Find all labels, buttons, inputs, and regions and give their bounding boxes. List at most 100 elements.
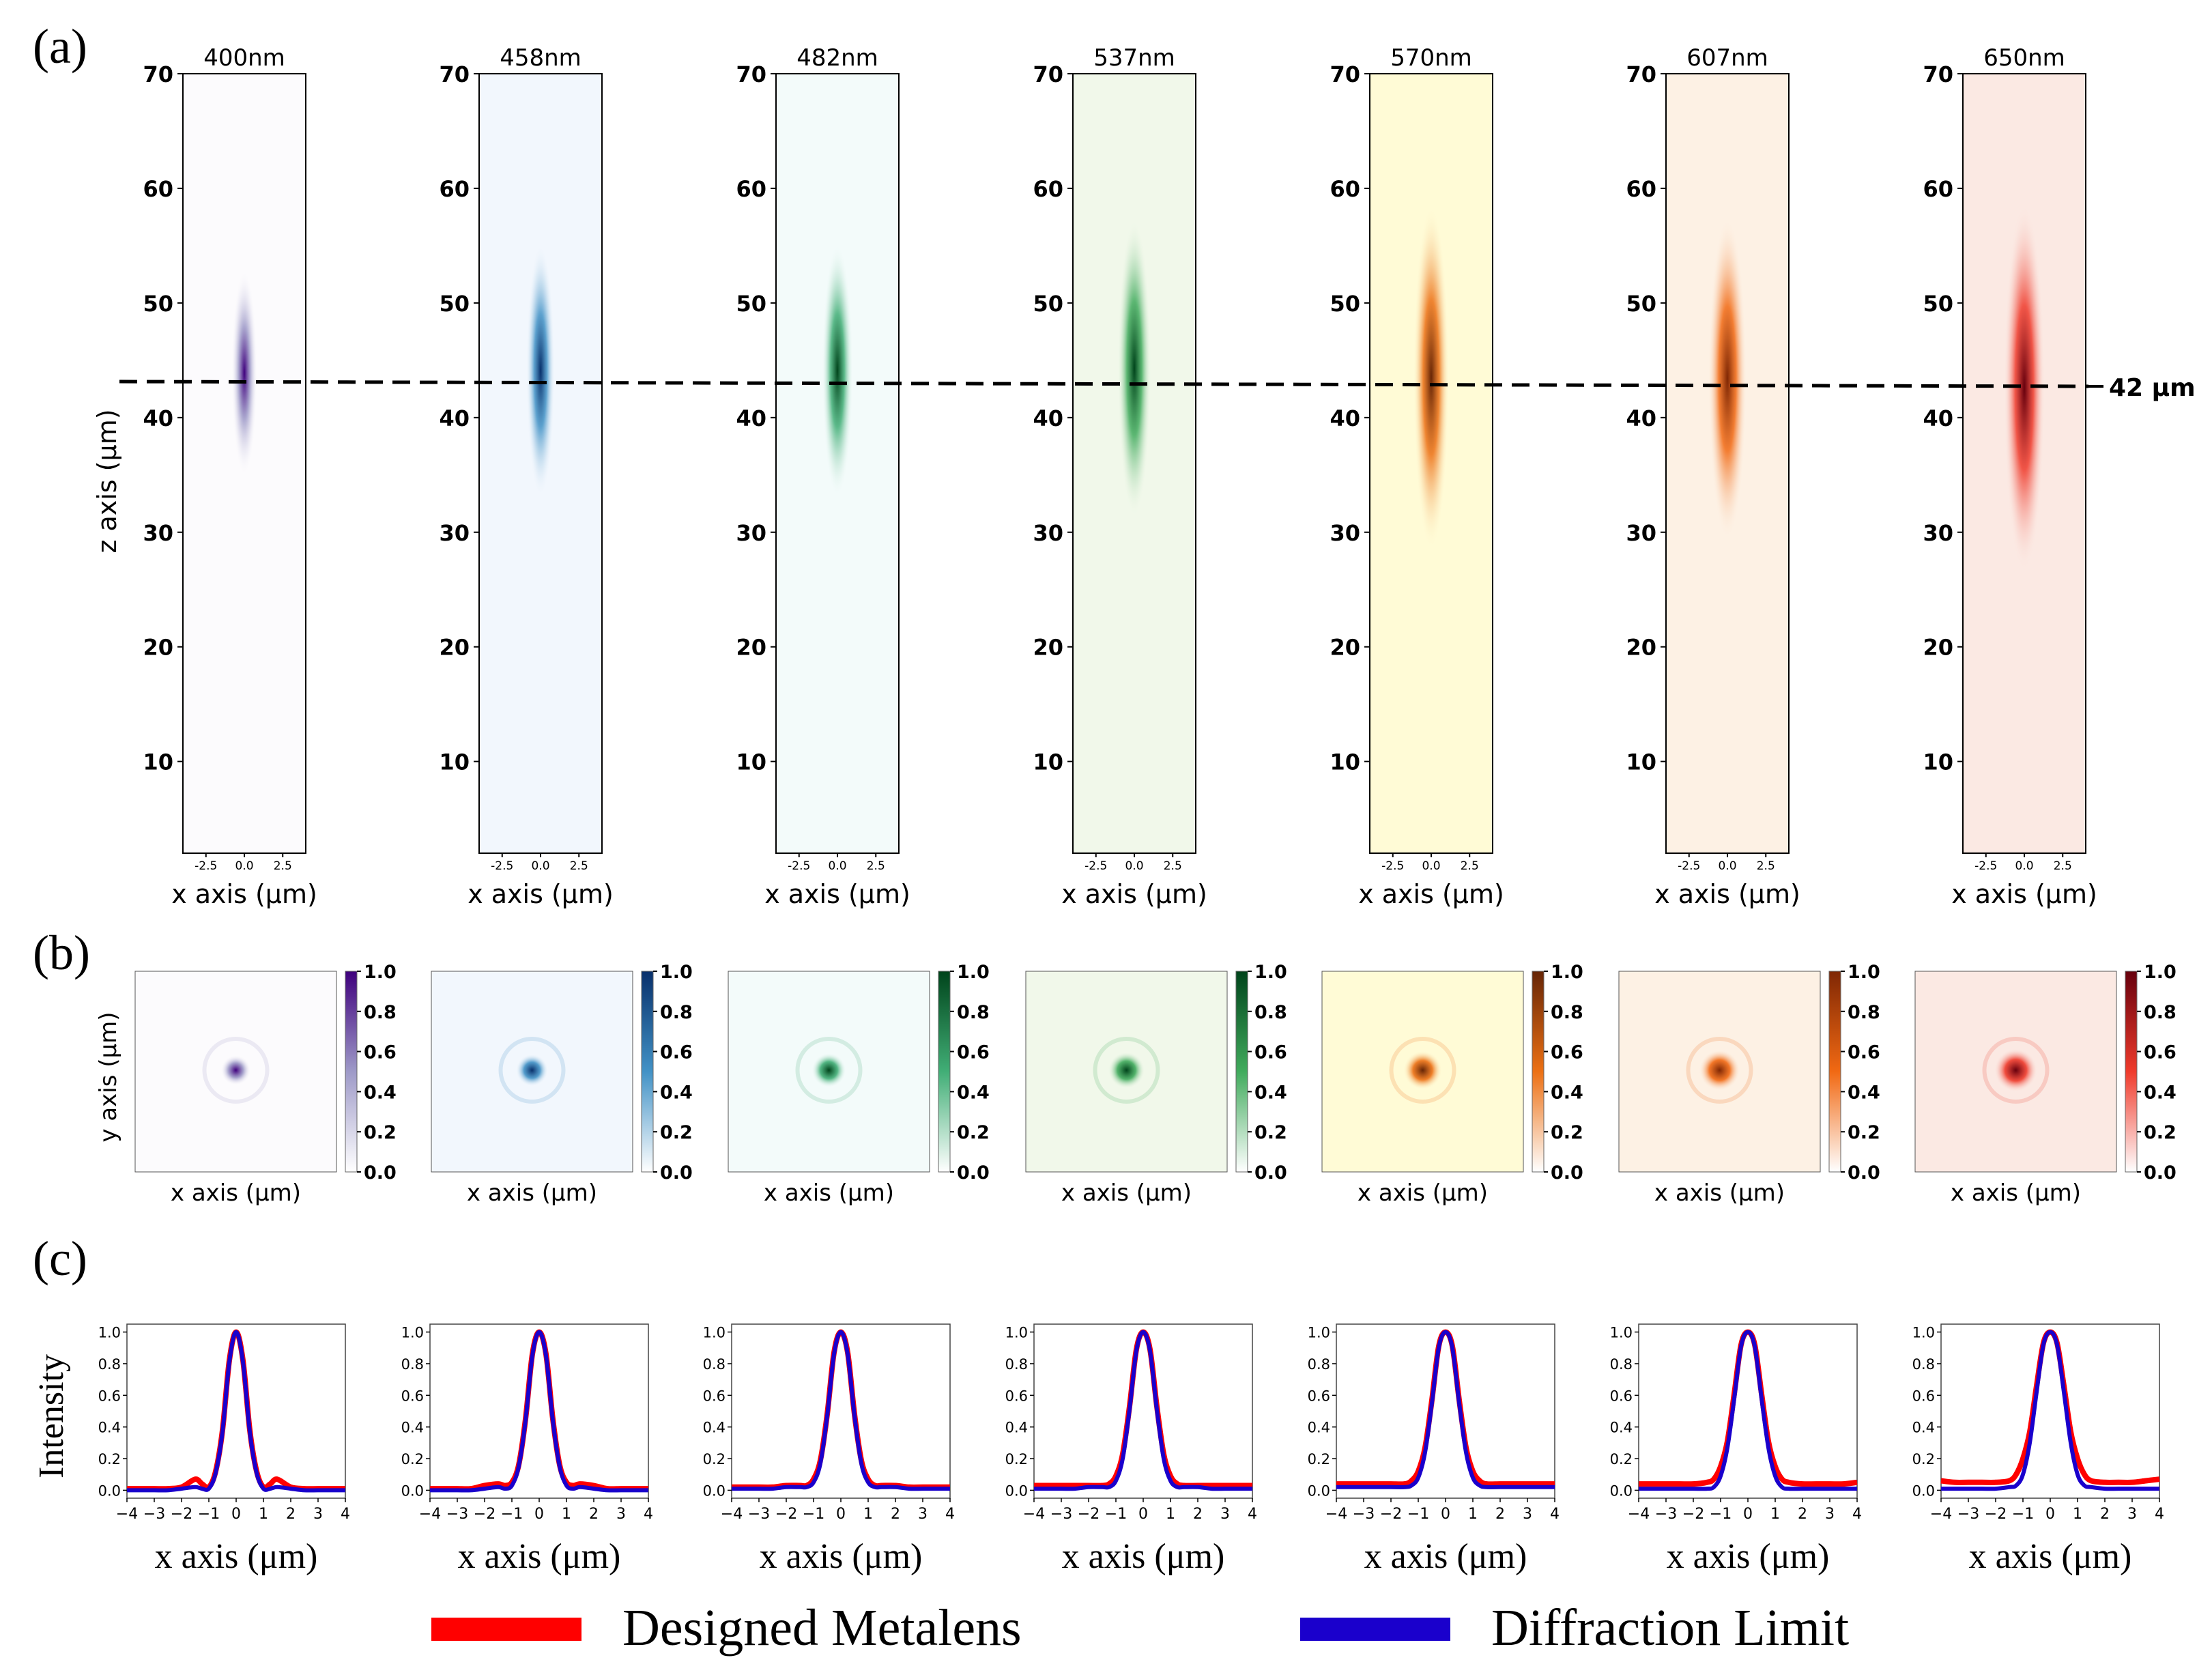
panel-a-ytick-label: 70: [736, 61, 766, 87]
legend-label-diffraction-limit: Diffraction Limit: [1491, 1599, 1849, 1657]
panel-c-ytick-label: 0.2: [98, 1451, 121, 1467]
panel-a-ytick-label: 70: [1923, 61, 1953, 87]
panel-a-ytick-label: 40: [1626, 405, 1656, 431]
panel-b-airy-ring: [1389, 1037, 1456, 1104]
panel-c-xtick-label: 1: [1166, 1506, 1175, 1523]
panel-c-series-diffraction-limit: [1034, 1330, 1252, 1491]
panel-a-xtick-label: 0.0: [1718, 859, 1736, 873]
panel-b-ylabel: y axis (μm): [95, 1012, 122, 1142]
panel-a-xlabel: x axis (μm): [171, 879, 317, 909]
panel-b-xlabel: x axis (μm): [1951, 1179, 2081, 1207]
panel-b-colorbar-tick-label: 1.0: [1254, 962, 1287, 983]
panel-a-ytick-label: 10: [1626, 749, 1656, 775]
panel-c-ytick-label: 0.8: [1308, 1356, 1330, 1373]
panel-a-ylabel: z axis (μm): [92, 409, 122, 553]
panel-c-plot-5: 0.0 0.2 0.4 0.6 0.8 1.0 −4 −3 −2 −1 0 1 2 3 4 x axis (μ…: [1610, 1323, 1862, 1576]
panel-a-xtick-label: 2.5: [274, 859, 292, 873]
panel-c-ytick-label: 0.0: [1912, 1482, 1935, 1499]
panel-c-xtick-label: 1: [1468, 1506, 1478, 1523]
panel-b-colorbar: [345, 971, 358, 1173]
panel-c-xtick-label: 3: [918, 1506, 928, 1523]
panel-c-xtick-label: −1: [1105, 1506, 1127, 1523]
panel-b-colorbar-tick-label: 0.0: [2144, 1162, 2177, 1184]
panel-a-ytick-label: 60: [143, 176, 173, 202]
panel-c-ytick-label: 1.0: [703, 1325, 726, 1341]
legend-swatch-designed-metalens: [431, 1618, 581, 1641]
panel-c-ytick-label: 0.2: [1308, 1451, 1330, 1467]
panel-c-ytick-label: 0.0: [401, 1482, 424, 1499]
panel-c-xtick-label: 1: [562, 1506, 571, 1523]
panel-b-colorbar-tick-label: 0.6: [957, 1042, 990, 1063]
panel-a-ytick-label: 60: [1033, 176, 1063, 202]
panel-c-ytick-label: 0.8: [1005, 1356, 1028, 1373]
panel-c-plot-3: 0.0 0.2 0.4 0.6 0.8 1.0 −4 −3 −2 −1 0 1 2 3 4 x axis (μ…: [1005, 1323, 1257, 1576]
panel-c-xtick-label: 0: [1138, 1506, 1148, 1523]
panel-b-colorbar-tick-label: 0.0: [957, 1162, 990, 1184]
panel-b-plot-6: 0.0 0.2 0.4 0.6 0.8 1.0 x axis (μm): [1914, 962, 2177, 1207]
panel-b-plot-3: 0.0 0.2 0.4 0.6 0.8 1.0 x axis (μm): [1025, 962, 1287, 1207]
panel-b-colorbar-tick-label: 0.8: [364, 1002, 397, 1023]
panel-b-colorbar-tick-label: 1.0: [2144, 962, 2177, 983]
panel-b-colorbar-tick-label: 0.8: [660, 1002, 693, 1023]
panel-c-xtick-label: 3: [616, 1506, 626, 1523]
panel-c-plot-2: 0.0 0.2 0.4 0.6 0.8 1.0 −4 −3 −2 −1 0 1 2 3 4 x axis (μ…: [703, 1323, 955, 1576]
panel-c-ytick-label: 0.0: [1005, 1482, 1028, 1499]
panel-a-focal-spot: [2004, 204, 2045, 571]
panel-b-plot-4: 0.0 0.2 0.4 0.6 0.8 1.0 x axis (μm): [1321, 962, 1583, 1207]
panel-b-airy-ring: [498, 1037, 566, 1104]
panel-a-ytick-label: 40: [736, 405, 766, 431]
panel-c-xtick-label: 2: [589, 1506, 599, 1523]
panel-b-colorbar: [2125, 971, 2138, 1173]
panel-a-ytick-label: 50: [439, 291, 470, 317]
panel-c-intensity-profiles: 0.00.20.40.60.81.0−4 −3 −2 −1 0 1 2 3 4x axis (μ…: [98, 1323, 2164, 1576]
panel-b-colorbar-tick-label: 0.4: [2144, 1082, 2177, 1103]
panel-b-plot-2: 0.0 0.2 0.4 0.6 0.8 1.0 x axis (μm): [728, 962, 990, 1207]
panel-c-xtick-label: 1: [1770, 1506, 1780, 1523]
panel-a-xtick-label: 0.0: [531, 859, 549, 873]
panel-c-xtick-label: 4: [1550, 1506, 1560, 1523]
panel-a-plot-1: 458nm 10 20 30 40 50 60 70 -2.5 0.0 2.5 x axis (μm): [439, 44, 613, 909]
panel-b-colorbar-tick-label: 0.0: [660, 1162, 693, 1184]
panel-b-colorbar-tick-label: 1.0: [957, 962, 990, 983]
panel-a-ytick-label: 40: [1923, 405, 1953, 431]
panel-a-ytick-label: 20: [1923, 635, 1953, 661]
panel-a-ytick-label: 30: [1330, 520, 1360, 546]
panel-b-colorbar-tick-label: 0.0: [1254, 1162, 1287, 1184]
panel-c-ytick-label: 0.4: [1912, 1420, 1935, 1436]
panel-a-ytick-label: 20: [1626, 635, 1656, 661]
panel-a-xtick-label: 2.5: [1461, 859, 1479, 873]
panel-c-ytick-label: 0.8: [703, 1356, 726, 1373]
panel-a-ytick-label: 50: [736, 291, 766, 317]
panel-b-focal-spot: [811, 1052, 846, 1088]
panel-a-ytick-label: 50: [1330, 291, 1360, 317]
panel-a-ytick-label: 10: [1330, 749, 1360, 775]
focal-line-label: 42 μm: [2109, 374, 2196, 402]
panel-b-colorbar-tick-label: 0.6: [1848, 1042, 1880, 1063]
panel-a-ytick-label: 30: [1626, 520, 1656, 546]
panel-c-xtick-label: 4: [341, 1506, 350, 1523]
panel-c-xlabel: x axis (μm): [155, 1537, 318, 1576]
panel-a-plot-2: 482nm 10 20 30 40 50 60 70 -2.5 0.0 2.5 x axis (μm): [736, 44, 910, 909]
panel-b-colorbar-tick-label: 0.2: [1254, 1122, 1287, 1143]
panel-b-colorbar: [1235, 971, 1248, 1173]
panel-c-xtick-label: 3: [1523, 1506, 1532, 1523]
panel-a-xtick-label: -2.5: [1678, 859, 1700, 873]
panel-a-focal-spot: [1708, 218, 1747, 539]
panel-b-plot-5: 0.0 0.2 0.4 0.6 0.8 1.0 x axis (μm): [1618, 962, 1880, 1207]
panel-c-ytick-label: 0.4: [98, 1420, 121, 1436]
panel-b-colorbar: [641, 971, 654, 1173]
panel-c-ytick-label: 0.4: [401, 1420, 424, 1436]
panel-b-colorbar-tick-label: 0.4: [1551, 1082, 1583, 1103]
panel-c-ytick-label: 0.2: [1610, 1451, 1633, 1467]
panel-c-xtick-label: −1: [803, 1506, 824, 1523]
panel-a-xtick-label: 2.5: [570, 859, 588, 873]
panel-c-xtick-label: 2: [891, 1506, 900, 1523]
panel-a-ytick-label: 30: [736, 520, 766, 546]
panel-a-ytick-label: 30: [439, 520, 470, 546]
panel-a-ytick-label: 70: [1330, 61, 1360, 87]
panel-c-series-diffraction-limit: [126, 1330, 345, 1493]
panel-c-ytick-label: 0.8: [98, 1356, 121, 1373]
panel-c-xtick-label: 2: [1495, 1506, 1505, 1523]
panel-a-ytick-label: 20: [1033, 635, 1063, 661]
panel-a-title-1: 458nm: [500, 44, 581, 72]
